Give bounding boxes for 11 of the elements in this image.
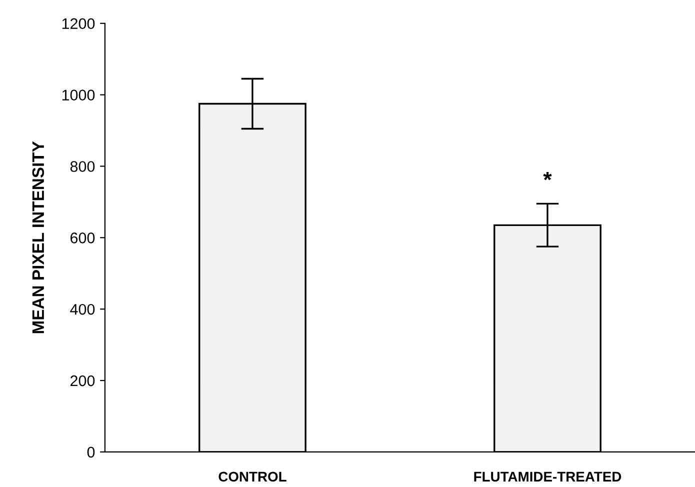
y-tick-label: 600 (70, 232, 95, 244)
y-tick-label: 0 (87, 446, 95, 458)
y-tick-label: 200 (70, 375, 95, 386)
y-axis-title: MEAN PIXEL INTENSITY (32, 141, 44, 334)
y-tick-label: 1200 (62, 18, 95, 30)
x-tick-label: CONTROL (218, 472, 286, 482)
y-tick-label: 400 (70, 304, 95, 315)
y-tick-label: 800 (70, 161, 95, 172)
annotation: * (543, 172, 552, 180)
x-tick-label: FLUTAMIDE-TREATED (474, 472, 622, 482)
y-tick-label: 1000 (62, 90, 95, 100)
